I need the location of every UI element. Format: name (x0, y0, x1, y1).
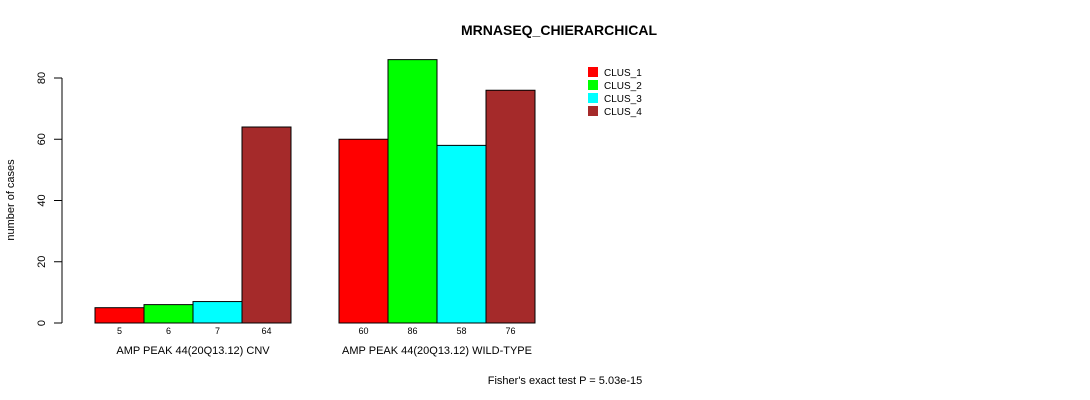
bar-clus-3-group-2 (436, 144, 487, 324)
legend-label: CLUS_3 (604, 94, 642, 105)
bar-count-label: 58 (456, 326, 466, 336)
legend-swatch (588, 106, 598, 116)
count-labels: 5 6 7 64 60 86 58 76 (117, 326, 516, 336)
legend-swatch (588, 80, 598, 90)
y-tick-label: 0 (36, 320, 48, 326)
bar-clus-4-group-2 (485, 89, 536, 324)
y-tick-label: 20 (36, 256, 48, 268)
bar-count-label: 60 (358, 326, 368, 336)
y-tick-label: 60 (36, 133, 48, 145)
group-label-2: AMP PEAK 44(20Q13.12) WILD-TYPE (342, 345, 532, 357)
bar-count-label: 5 (117, 326, 122, 336)
bar-clus-4-group-1 (241, 126, 292, 324)
y-axis: 0 20 40 60 80 (36, 72, 63, 326)
fisher-test-annotation: Fisher's exact test P = 5.03e-15 (488, 375, 642, 387)
bar-clus-1-group-1 (94, 307, 145, 324)
bar-count-label: 7 (215, 326, 220, 336)
bar-clus-3-group-1 (192, 301, 243, 324)
legend-label: CLUS_2 (604, 81, 642, 92)
legend-label: CLUS_4 (604, 107, 642, 118)
bar-count-label: 76 (505, 326, 515, 336)
group-label-1: AMP PEAK 44(20Q13.12) CNV (116, 345, 270, 357)
y-tick-label: 80 (36, 72, 48, 84)
legend-swatch (588, 93, 598, 103)
legend: CLUS_1 CLUS_2 CLUS_3 CLUS_4 (588, 67, 642, 118)
bar-clus-2-group-1 (143, 304, 194, 324)
bar-clus-2-group-2 (387, 59, 438, 324)
y-axis-label: number of cases (5, 159, 17, 241)
y-tick-label: 40 (36, 194, 48, 206)
bars (94, 59, 536, 324)
legend-label: CLUS_1 (604, 68, 642, 79)
bar-count-label: 6 (166, 326, 171, 336)
bar-clus-1-group-2 (338, 138, 389, 324)
chart-title: MRNASEQ_CHIERARCHICAL (461, 22, 657, 38)
group-labels: AMP PEAK 44(20Q13.12) CNV AMP PEAK 44(20Q… (116, 345, 532, 357)
legend-swatch (588, 67, 598, 77)
bar-count-label: 86 (407, 326, 417, 336)
bar-count-label: 64 (261, 326, 271, 336)
